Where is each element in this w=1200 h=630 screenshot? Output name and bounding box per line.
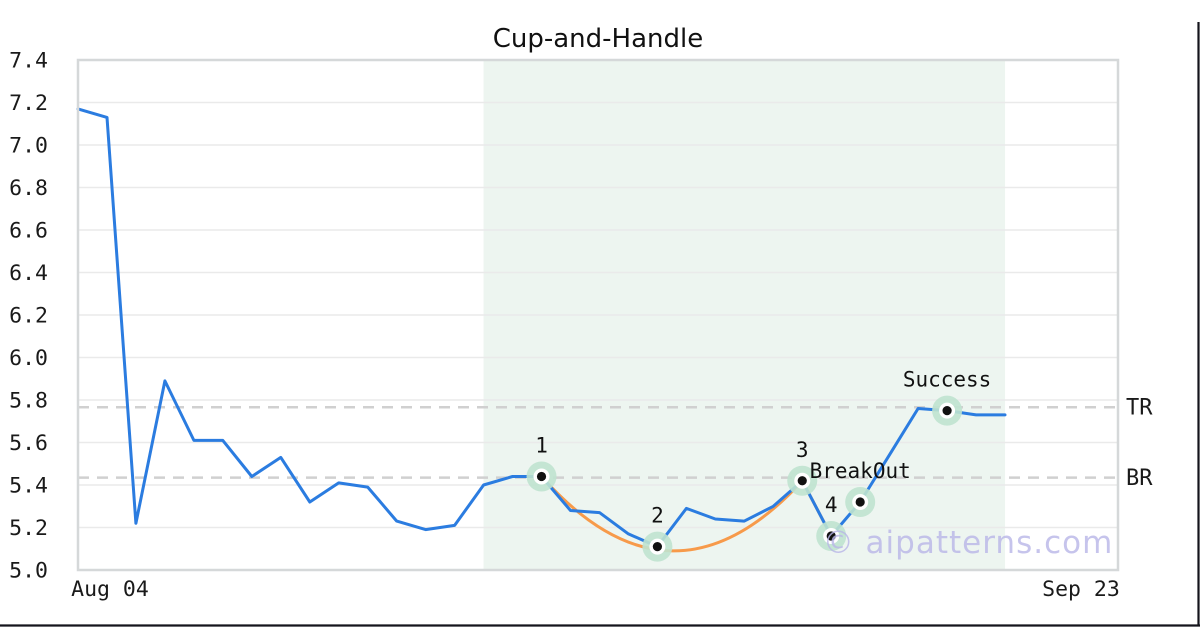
y-tick-label: 6.2 — [9, 304, 48, 329]
marker-dot — [826, 531, 836, 541]
marker-4 — [816, 521, 847, 551]
level-labels: TR BR — [1126, 396, 1153, 491]
marker-success — [932, 395, 963, 426]
annotation-3: 3 — [796, 438, 809, 462]
annotation-success: Success — [903, 368, 992, 392]
y-tick-label: 6.4 — [9, 261, 48, 286]
marker-dot — [652, 542, 663, 552]
watermark-text: © aipatterns.com — [823, 525, 1114, 561]
y-tick-label: 6.0 — [9, 346, 48, 371]
x-tick-sep23: Sep 23 — [1042, 577, 1120, 602]
marker-breakout — [845, 487, 876, 517]
y-tick-label: 5.8 — [9, 389, 48, 414]
marker-3 — [787, 465, 818, 496]
y-tick-label: 5.2 — [9, 516, 48, 541]
level-label-br: BR — [1126, 466, 1153, 491]
annotation-breakout: BreakOut — [810, 459, 911, 483]
y-tick-label: 7.2 — [9, 91, 48, 116]
y-axis-tick-labels: 7.4 7.2 7.0 6.8 6.6 6.4 6.2 6.0 5.8 5.6 5.4 5.2 5.0 — [9, 49, 48, 584]
marker-dot — [855, 497, 865, 507]
gridlines — [78, 59, 1118, 571]
marker-2 — [642, 531, 673, 562]
annotation-4: 4 — [825, 493, 838, 517]
y-tick-label: 5.6 — [9, 431, 48, 456]
annotation-2: 2 — [651, 504, 664, 528]
marker-dot — [797, 476, 807, 486]
pattern-markers — [526, 395, 963, 562]
y-tick-label: 6.6 — [9, 219, 48, 244]
y-tick-label: 5.4 — [9, 474, 48, 499]
annotation-1: 1 — [535, 434, 548, 458]
plot-border — [76, 58, 1120, 572]
marker-1 — [526, 461, 557, 492]
marker-dot — [942, 406, 952, 416]
y-tick-label: 7.4 — [9, 49, 48, 74]
level-label-tr: TR — [1126, 396, 1153, 421]
marker-dot — [536, 471, 547, 482]
chart-title: Cup-and-Handle — [493, 24, 704, 54]
pattern-annotations: 1 2 3 4 BreakOut Success — [535, 368, 991, 528]
y-tick-label: 6.8 — [9, 176, 48, 201]
x-tick-aug04: Aug 04 — [71, 577, 149, 602]
y-tick-label: 7.0 — [9, 134, 48, 159]
y-tick-label: 5.0 — [9, 559, 48, 584]
